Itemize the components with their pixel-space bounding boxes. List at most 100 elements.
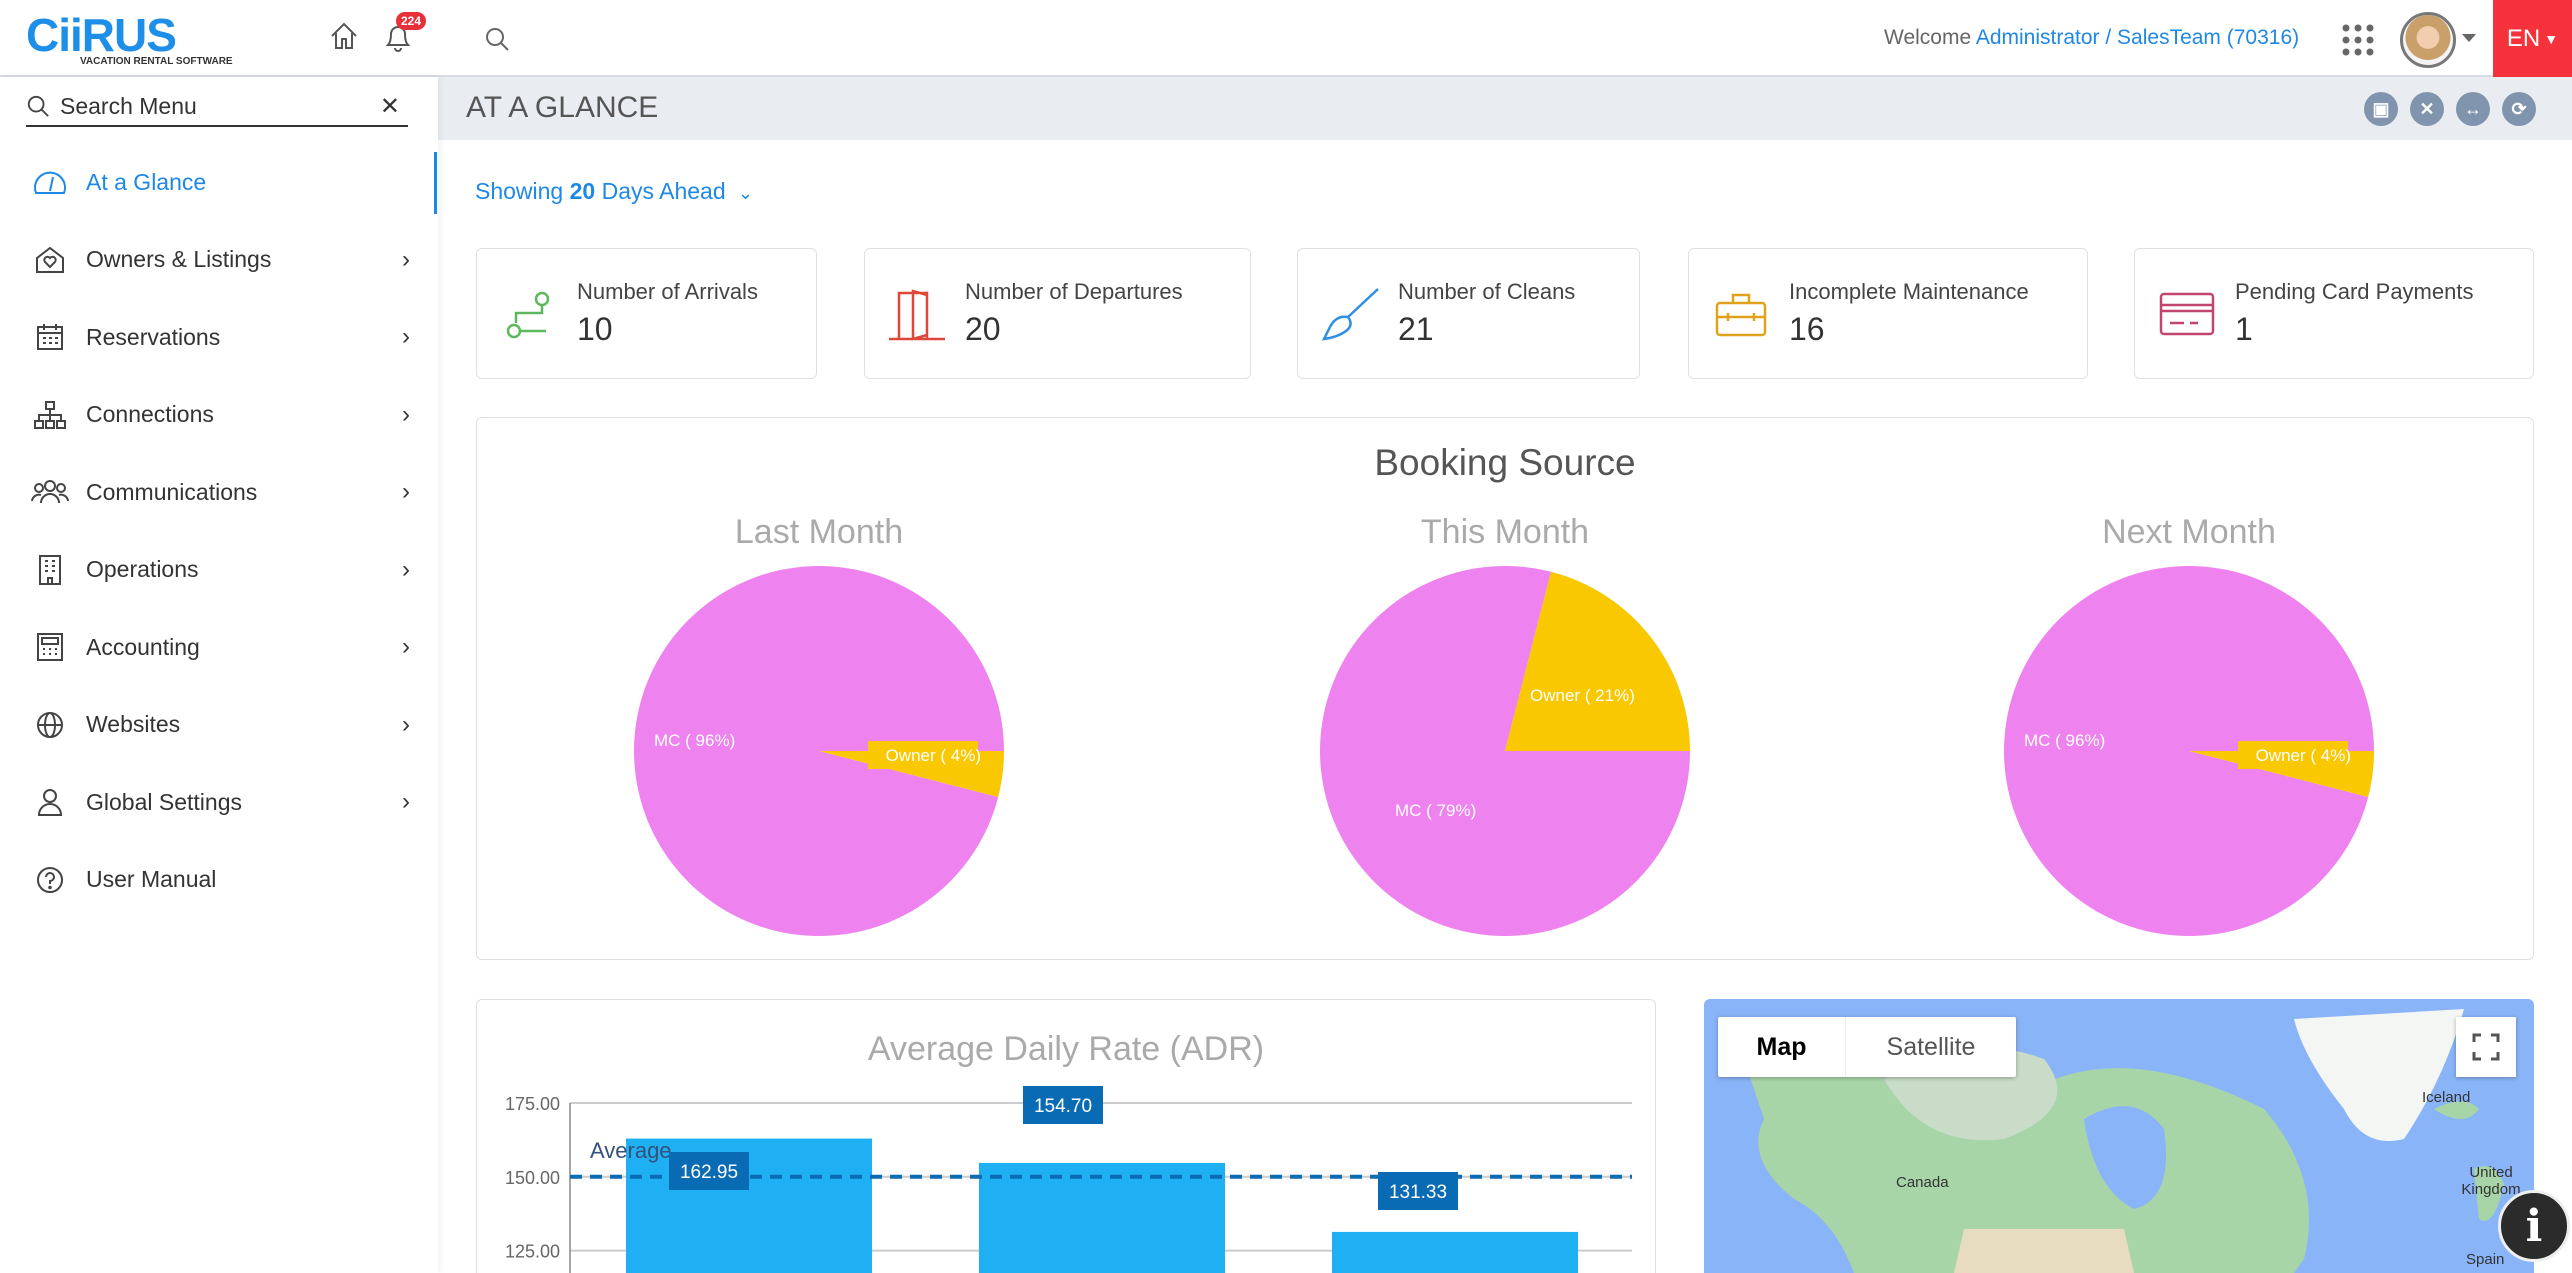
satellite-tab[interactable]: Satellite	[1886, 1032, 1976, 1061]
days-ahead-selector[interactable]: Showing 20 Days Ahead ⌄	[475, 178, 754, 204]
pie-slice-mc[interactable]	[2004, 565, 2374, 936]
fullscreen-button[interactable]: ✕	[2410, 92, 2444, 126]
sidebar-item-label: Owners & Listings	[86, 246, 272, 272]
avatar-caret-icon[interactable]	[2462, 34, 2476, 42]
y-tick-label: 150.00	[505, 1168, 560, 1188]
pie-label-mc: MC ( 96%)	[654, 731, 735, 750]
sidebar: Search Menu ✕	[0, 77, 438, 1273]
chevron-right-icon: ›	[402, 400, 410, 428]
adr-bar[interactable]	[1332, 1231, 1578, 1273]
chevron-right-icon: ›	[402, 555, 410, 583]
save-layout-button[interactable]: ▣	[2364, 92, 2398, 126]
sidebar-item-label: Reservations	[86, 323, 221, 350]
chevron-right-icon: ›	[402, 323, 410, 350]
sidebar-item-label: User Manual	[86, 866, 217, 892]
chevron-right-icon: ›	[402, 245, 410, 273]
search-menu-field[interactable]: Search Menu ✕	[26, 87, 408, 127]
sidebar-item-label: At a Glance	[86, 168, 207, 195]
adr-title: Average Daily Rate (ADR)	[867, 1030, 1265, 1068]
page-title-bar: AT A GLANCE	[438, 77, 2572, 140]
page-title: AT A GLANCE	[466, 91, 659, 124]
sidebar-item-connections[interactable]: Connections ›	[30, 395, 410, 435]
user-link[interactable]: Administrator / SalesTeam (70316)	[1975, 26, 2300, 49]
stat-card-number-of-cleans[interactable]: Number of Cleans 21	[1297, 248, 1640, 379]
door-exit-icon	[887, 284, 947, 344]
sidebar-item-label: Websites	[86, 711, 181, 737]
expand-icon: ✕	[2419, 98, 2435, 119]
adr-chart: 175.00 150.00 125.00 Average 162.95 154.70 131…	[505, 1086, 1632, 1273]
bar-value-box	[1023, 1086, 1103, 1124]
toolbox-icon	[1711, 284, 1771, 344]
clear-search-icon[interactable]: ✕	[379, 92, 400, 120]
top-bar: CiiRUS VACATION RENTAL SOFTWARE 224 Welc…	[0, 0, 2572, 77]
map-route-icon	[499, 284, 559, 344]
broom-icon	[1320, 284, 1380, 344]
sidebar-item-reservations[interactable]: Reservations ›	[30, 317, 410, 357]
booking-source-pies: Last Month MC ( 96%) Owner ( 4%) This Month…	[634, 513, 2374, 936]
sidebar-item-communications[interactable]: Communications ›	[30, 472, 410, 512]
stat-card-pending-card-payments[interactable]: Pending Card Payments 1	[2134, 248, 2534, 379]
search-icon[interactable]	[484, 26, 510, 57]
bar-value-label: 162.95	[680, 1162, 738, 1183]
pie-label-mc: MC ( 79%)	[1395, 801, 1476, 820]
pie-subtitle: Last Month	[735, 513, 903, 551]
apps-grid-icon[interactable]	[2340, 22, 2376, 63]
user-avatar[interactable]	[2400, 12, 2456, 68]
pie-label-owner: Owner ( 4%)	[886, 746, 981, 765]
map-panel[interactable]: Canada Iceland United Kingdom Spain Map …	[1704, 999, 2534, 1273]
active-indicator	[434, 152, 437, 214]
stat-value: 10	[577, 311, 613, 347]
pie-slice-owner[interactable]	[1505, 571, 1690, 751]
pie-subtitle: This Month	[1421, 513, 1589, 551]
user-icon	[30, 784, 70, 820]
pie-label-mc: MC ( 96%)	[2024, 731, 2105, 750]
stat-label: Number of Arrivals	[577, 279, 758, 304]
search-icon	[27, 95, 49, 117]
info-icon: i	[2525, 1200, 2543, 1252]
stat-value: 20	[965, 311, 1001, 347]
owner-label-box	[2238, 741, 2348, 769]
map-tab[interactable]: Map	[1718, 1017, 1846, 1077]
sidebar-item-global-settings[interactable]: Global Settings ›	[30, 782, 410, 822]
adr-bar[interactable]	[979, 1162, 1225, 1273]
booking-source-title: Booking Source	[1374, 442, 1636, 483]
credit-card-icon	[2157, 284, 2217, 344]
chevron-right-icon: ›	[402, 788, 410, 815]
caret-down-icon: ▼	[2544, 30, 2559, 47]
pie-label-owner: Owner ( 4%)	[2256, 746, 2351, 765]
map-fullscreen-button[interactable]	[2456, 1017, 2516, 1077]
chevron-right-icon: ›	[402, 478, 410, 505]
users-icon	[30, 474, 70, 510]
stat-label: Number of Cleans	[1398, 279, 1576, 304]
sidebar-item-websites[interactable]: Websites ›	[30, 705, 410, 745]
stat-card-incomplete-maintenance[interactable]: Incomplete Maintenance 16	[1688, 248, 2088, 379]
owner-label-box	[868, 741, 978, 769]
home-icon[interactable]	[328, 20, 360, 57]
sidebar-item-user-manual[interactable]: User Manual	[30, 860, 410, 900]
sidebar-item-owners-listings[interactable]: Owners & Listings ›	[30, 240, 410, 280]
info-button[interactable]: i	[2498, 1190, 2570, 1262]
stat-card-number-of-arrivals[interactable]: Number of Arrivals 10	[476, 248, 817, 379]
language-selector[interactable]: EN ▼	[2493, 0, 2572, 77]
sidebar-item-label: Global Settings	[86, 788, 242, 815]
welcome-text: Welcome Administrator / SalesTeam (70316…	[1884, 26, 2300, 49]
refresh-button[interactable]: ⟳	[2502, 92, 2536, 126]
ciirus-logo[interactable]: CiiRUS VACATION RENTAL SOFTWARE	[26, 9, 233, 67]
calendar-icon	[30, 319, 70, 355]
sidebar-item-operations[interactable]: Operations ›	[30, 550, 410, 590]
sidebar-item-accounting[interactable]: Accounting ›	[30, 627, 410, 667]
fullscreen-icon	[2472, 1033, 2500, 1061]
notifications-bell-icon[interactable]: 224	[382, 12, 427, 59]
stat-value: 16	[1789, 311, 1825, 347]
sidebar-item-label: Connections	[86, 401, 214, 427]
sidebar-item-at-a-glance[interactable]: At a Glance	[30, 162, 410, 202]
pie-slice-mc[interactable]	[634, 565, 1004, 936]
bar-value-label: 154.70	[1034, 1096, 1092, 1117]
fit-width-button[interactable]: ↔	[2456, 92, 2490, 126]
chevron-right-icon: ›	[402, 710, 410, 738]
stat-label: Number of Departures	[965, 279, 1183, 304]
stat-card-number-of-departures[interactable]: Number of Departures 20	[864, 248, 1251, 379]
average-label: Average	[590, 1138, 672, 1163]
y-tick-label: 175.00	[505, 1094, 560, 1114]
y-tick-label: 125.00	[505, 1242, 560, 1262]
